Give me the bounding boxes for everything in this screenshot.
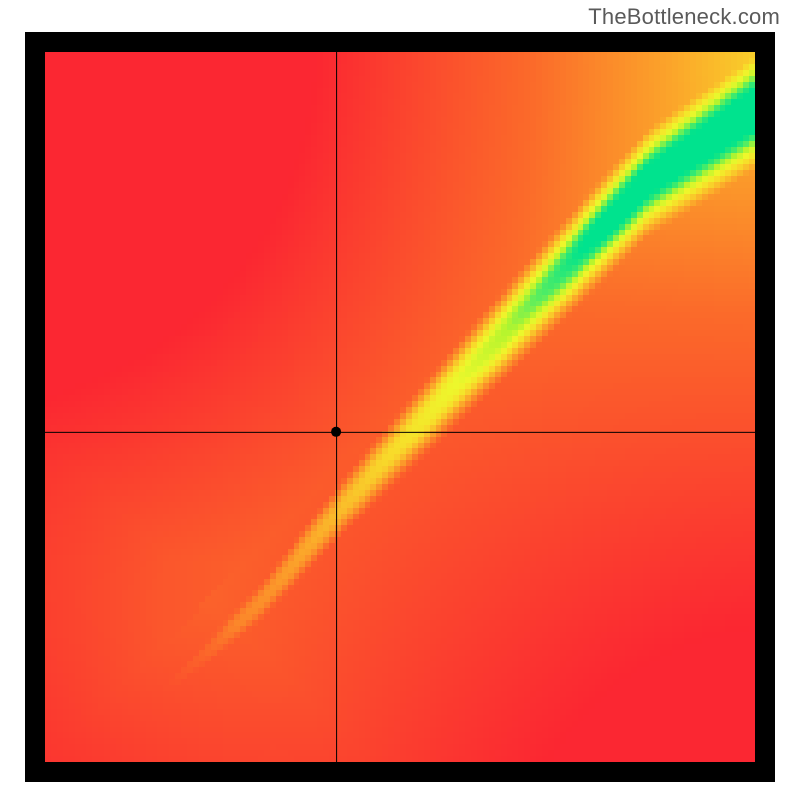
watermark-text: TheBottleneck.com — [588, 4, 780, 30]
chart-frame — [25, 32, 775, 782]
crosshair-overlay — [45, 52, 755, 762]
